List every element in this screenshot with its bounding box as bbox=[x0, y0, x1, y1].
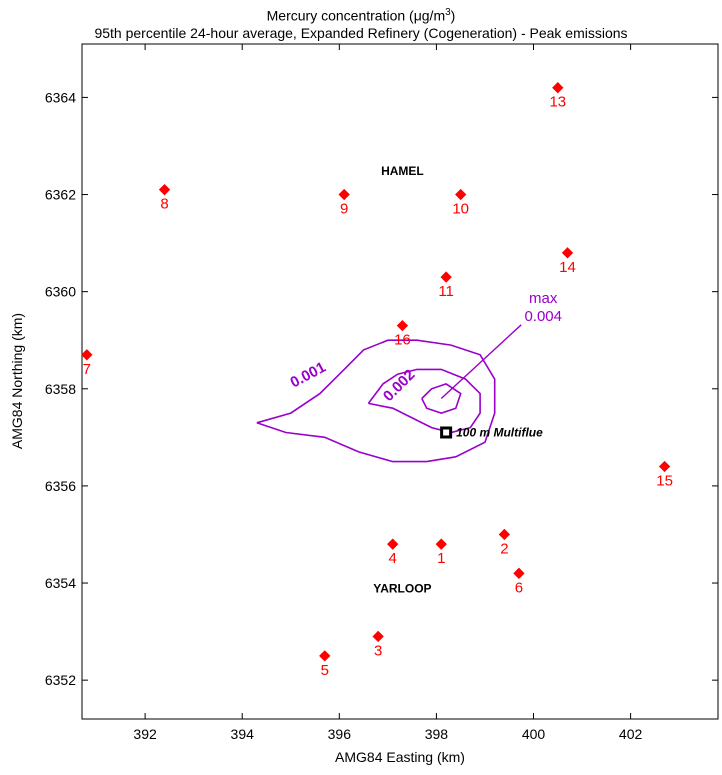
contour-0.002 bbox=[367, 368, 481, 434]
receptor-7-marker bbox=[81, 349, 93, 361]
axis-ticks: 392 394 396 398 400 4026352635463566358636063… bbox=[45, 44, 718, 742]
receptor-15-label: 15 bbox=[656, 472, 673, 489]
source-label: 100 m Multiflue bbox=[456, 425, 543, 439]
receptor-16-marker bbox=[396, 319, 409, 332]
x-tick-label: 394 bbox=[231, 726, 255, 742]
plot-frame bbox=[81, 43, 719, 720]
receptor-14-marker bbox=[561, 247, 574, 259]
contour-label-0.002: 0.002 bbox=[380, 366, 419, 405]
x-tick-label: 400 bbox=[522, 726, 546, 742]
y-axis-label: AMG84 Northing (km) bbox=[9, 313, 25, 449]
receptor-11-marker bbox=[440, 271, 452, 283]
receptor-5-marker bbox=[319, 650, 331, 662]
receptor-2-marker bbox=[498, 528, 511, 541]
receptor-4-marker bbox=[387, 538, 399, 550]
receptor-2-label: 2 bbox=[500, 540, 508, 557]
receptor-15-marker bbox=[658, 460, 671, 473]
y-tick-label: 6358 bbox=[45, 381, 76, 397]
source-marker-inner bbox=[443, 429, 450, 436]
x-tick-label: 392 bbox=[133, 726, 157, 742]
receptor-3-label: 3 bbox=[374, 642, 382, 659]
y-tick-label: 6364 bbox=[45, 89, 76, 105]
max-label-value: 0.004 bbox=[524, 308, 562, 325]
contour-0.001 bbox=[256, 339, 496, 463]
receptor-4-label: 4 bbox=[389, 550, 397, 567]
y-tick-label: 6362 bbox=[45, 187, 76, 203]
receptor-3-marker bbox=[372, 630, 384, 643]
x-tick-label: 396 bbox=[328, 726, 352, 742]
x-axis-label: AMG84 Easting (km) bbox=[335, 749, 465, 765]
max-label-line1: max bbox=[529, 290, 558, 307]
receptor-markers: 1 2 3 4 5 6 7 8 9 10 11 13 14 15 16 bbox=[81, 82, 673, 679]
receptor-1-label: 1 bbox=[437, 550, 445, 567]
y-tick-label: 6352 bbox=[45, 672, 76, 688]
receptor-8-label: 8 bbox=[160, 196, 168, 213]
y-tick-label: 6356 bbox=[45, 478, 76, 494]
town-label-hamel: HAMEL bbox=[381, 164, 424, 178]
chart-title-line-2: 95th percentile 24-hour average, Expande… bbox=[94, 25, 628, 41]
chart-title-line-1: Mercury concentration (μg/m3) bbox=[266, 7, 456, 24]
receptor-9-marker bbox=[338, 188, 350, 201]
x-tick-label: 402 bbox=[619, 726, 643, 742]
receptor-13-label: 13 bbox=[549, 94, 566, 111]
contour-label-0.001: 0.001 bbox=[288, 359, 329, 392]
receptor-14-label: 14 bbox=[559, 259, 576, 276]
receptor-6-marker bbox=[513, 567, 525, 579]
max-leader-line bbox=[440, 324, 522, 400]
y-tick-label: 6354 bbox=[45, 575, 76, 591]
receptor-16-label: 16 bbox=[394, 332, 411, 349]
receptor-6-label: 6 bbox=[515, 579, 523, 596]
x-tick-label: 398 bbox=[425, 726, 449, 742]
receptor-13-marker bbox=[552, 82, 564, 94]
contour-lines bbox=[256, 339, 496, 463]
receptor-8-marker bbox=[158, 184, 171, 196]
receptor-11-label: 11 bbox=[438, 283, 454, 300]
receptor-10-marker bbox=[455, 188, 467, 201]
receptor-5-label: 5 bbox=[321, 662, 329, 679]
receptor-10-label: 10 bbox=[452, 201, 469, 218]
y-tick-label: 6360 bbox=[45, 284, 76, 300]
receptor-1-marker bbox=[435, 538, 447, 550]
town-label-yarloop: YARLOOP bbox=[373, 582, 431, 596]
contour-0.004 bbox=[421, 383, 462, 414]
receptor-7-label: 7 bbox=[83, 361, 91, 378]
receptor-9-label: 9 bbox=[340, 201, 348, 218]
annotation-labels: HAMEL YARLOOP 100 m Multiflue 0.001 0.002 max… bbox=[288, 164, 562, 596]
